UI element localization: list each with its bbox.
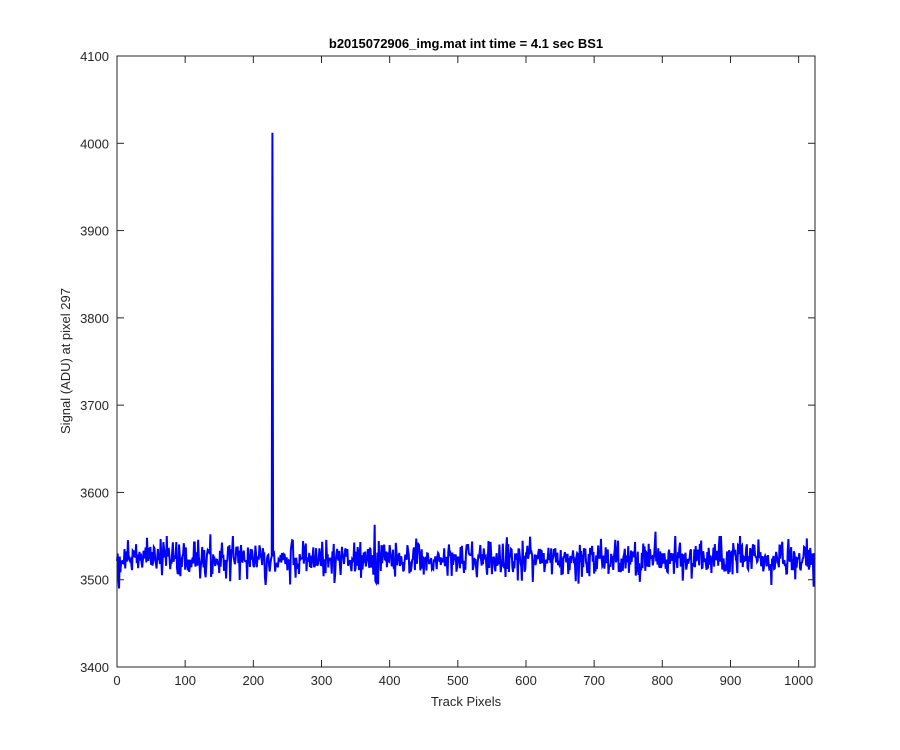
x-tick-label: 600 <box>515 673 537 688</box>
x-tick-label: 500 <box>447 673 469 688</box>
y-tick-label: 3700 <box>80 398 109 413</box>
y-tick-label: 4100 <box>80 49 109 64</box>
signal-series-line <box>116 132 816 589</box>
x-tick-label: 300 <box>311 673 333 688</box>
y-tick-label: 4000 <box>80 136 109 151</box>
x-tick-label: 1000 <box>784 673 813 688</box>
x-tick-label: 0 <box>113 673 120 688</box>
x-tick-label: 400 <box>379 673 401 688</box>
x-tick-label: 900 <box>720 673 742 688</box>
x-tick-label: 700 <box>583 673 605 688</box>
ticks-layer: 0 100 200 300 400 500 600 700 800 900 1000 3400 3500… <box>80 49 815 688</box>
plot-area <box>117 56 815 667</box>
y-tick-label: 3600 <box>80 485 109 500</box>
y-tick-label: 3800 <box>80 311 109 326</box>
y-axis-label: Signal (ADU) at pixel 297 <box>58 288 73 434</box>
x-axis-label: Track Pixels <box>431 694 502 709</box>
y-tick-label: 3400 <box>80 660 109 675</box>
x-tick-label: 100 <box>174 673 196 688</box>
series-layer <box>116 132 816 589</box>
y-tick-label: 3900 <box>80 224 109 239</box>
axes-box <box>116 55 816 668</box>
y-tick-label: 3500 <box>80 573 109 588</box>
x-tick-label: 200 <box>242 673 264 688</box>
chart-title: b2015072906_img.mat int time = 4.1 sec B… <box>329 36 603 51</box>
x-tick-label: 800 <box>651 673 673 688</box>
